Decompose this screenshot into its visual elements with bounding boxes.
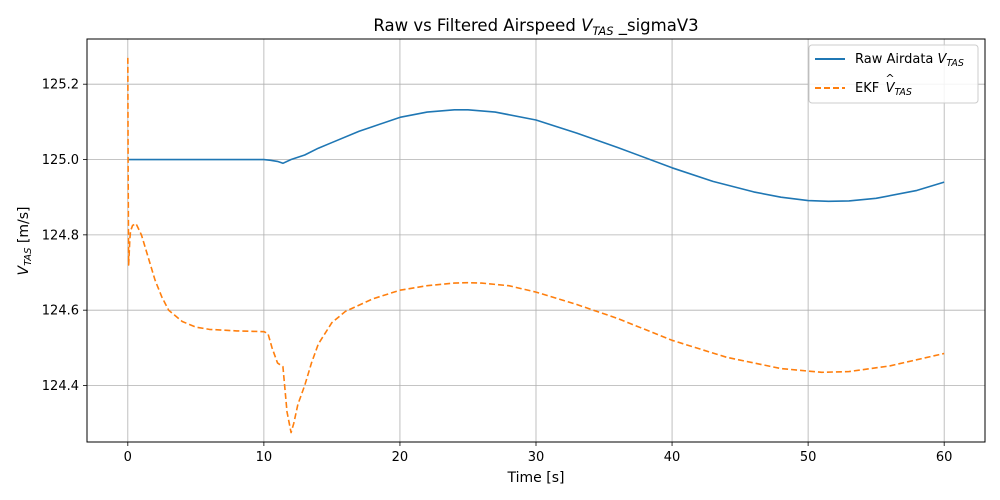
title-var: V	[581, 16, 594, 35]
y-axis-label: VTAS [m/s]	[16, 207, 34, 276]
title-var-sub: TAS	[592, 24, 613, 38]
x-axis-label: Time [s]	[507, 470, 565, 486]
series-layer	[127, 57, 945, 434]
y-tick-label: 124.6	[42, 304, 79, 319]
legend-ekf-var: V	[886, 81, 896, 96]
title-suffix: _sigmaV3	[614, 16, 699, 36]
title-prefix: Raw vs Filtered Airspeed	[373, 16, 581, 35]
x-tick-label: 20	[392, 450, 409, 465]
legend-raw-var-sub: TAS	[946, 58, 963, 69]
tick-layer: 0 10 20 30 40 50 60 124.4 124.6 124.8 125.0 125.2	[42, 78, 953, 465]
legend-ekf-hat: ^	[885, 72, 894, 85]
legend-ekf-prefix: EKF	[855, 81, 883, 96]
legend-label-ekf: EKF ^ VTAS	[855, 72, 912, 98]
legend-raw-prefix: Raw Airdata	[855, 52, 938, 67]
x-tick-label: 50	[800, 450, 817, 465]
legend-ekf-var-sub: TAS	[894, 87, 911, 98]
x-tick-label: 30	[528, 450, 545, 465]
series-line-raw-airdata	[127, 109, 945, 203]
y-tick-label: 125.0	[42, 153, 79, 168]
x-tick-label: 0	[124, 450, 132, 465]
y-axis-var: V	[16, 265, 32, 276]
x-tick-label: 60	[936, 450, 953, 465]
legend-box	[808, 44, 979, 104]
y-tick-label: 124.4	[42, 379, 79, 394]
y-axis-unit: [m/s]	[16, 207, 32, 248]
legend: Raw Airdata VTAS EKF ^ VTAS	[808, 44, 979, 104]
x-tick-label: 10	[256, 450, 273, 465]
y-axis-var-sub: TAS	[23, 247, 34, 266]
series-line-ekf	[127, 57, 945, 434]
chart-title: Raw vs Filtered Airspeed VTAS _sigmaV3	[373, 16, 698, 38]
x-tick-label: 40	[664, 450, 681, 465]
y-tick-label: 124.8	[42, 228, 79, 243]
y-tick-label: 125.2	[42, 78, 79, 93]
legend-label-raw: Raw Airdata VTAS	[855, 52, 964, 69]
legend-raw-var: V	[938, 52, 948, 67]
